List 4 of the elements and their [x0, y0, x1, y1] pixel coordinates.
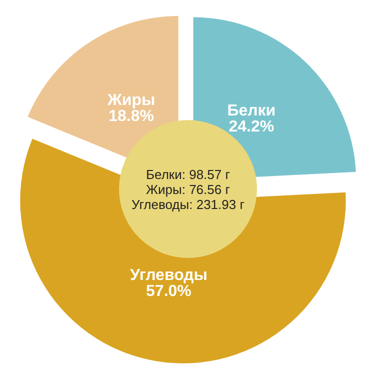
data-label: 57.0% [146, 283, 192, 300]
slice-label: Жиры [106, 92, 156, 110]
slice-label: Углеводы [130, 267, 208, 284]
slice-label: Белки [227, 102, 276, 120]
